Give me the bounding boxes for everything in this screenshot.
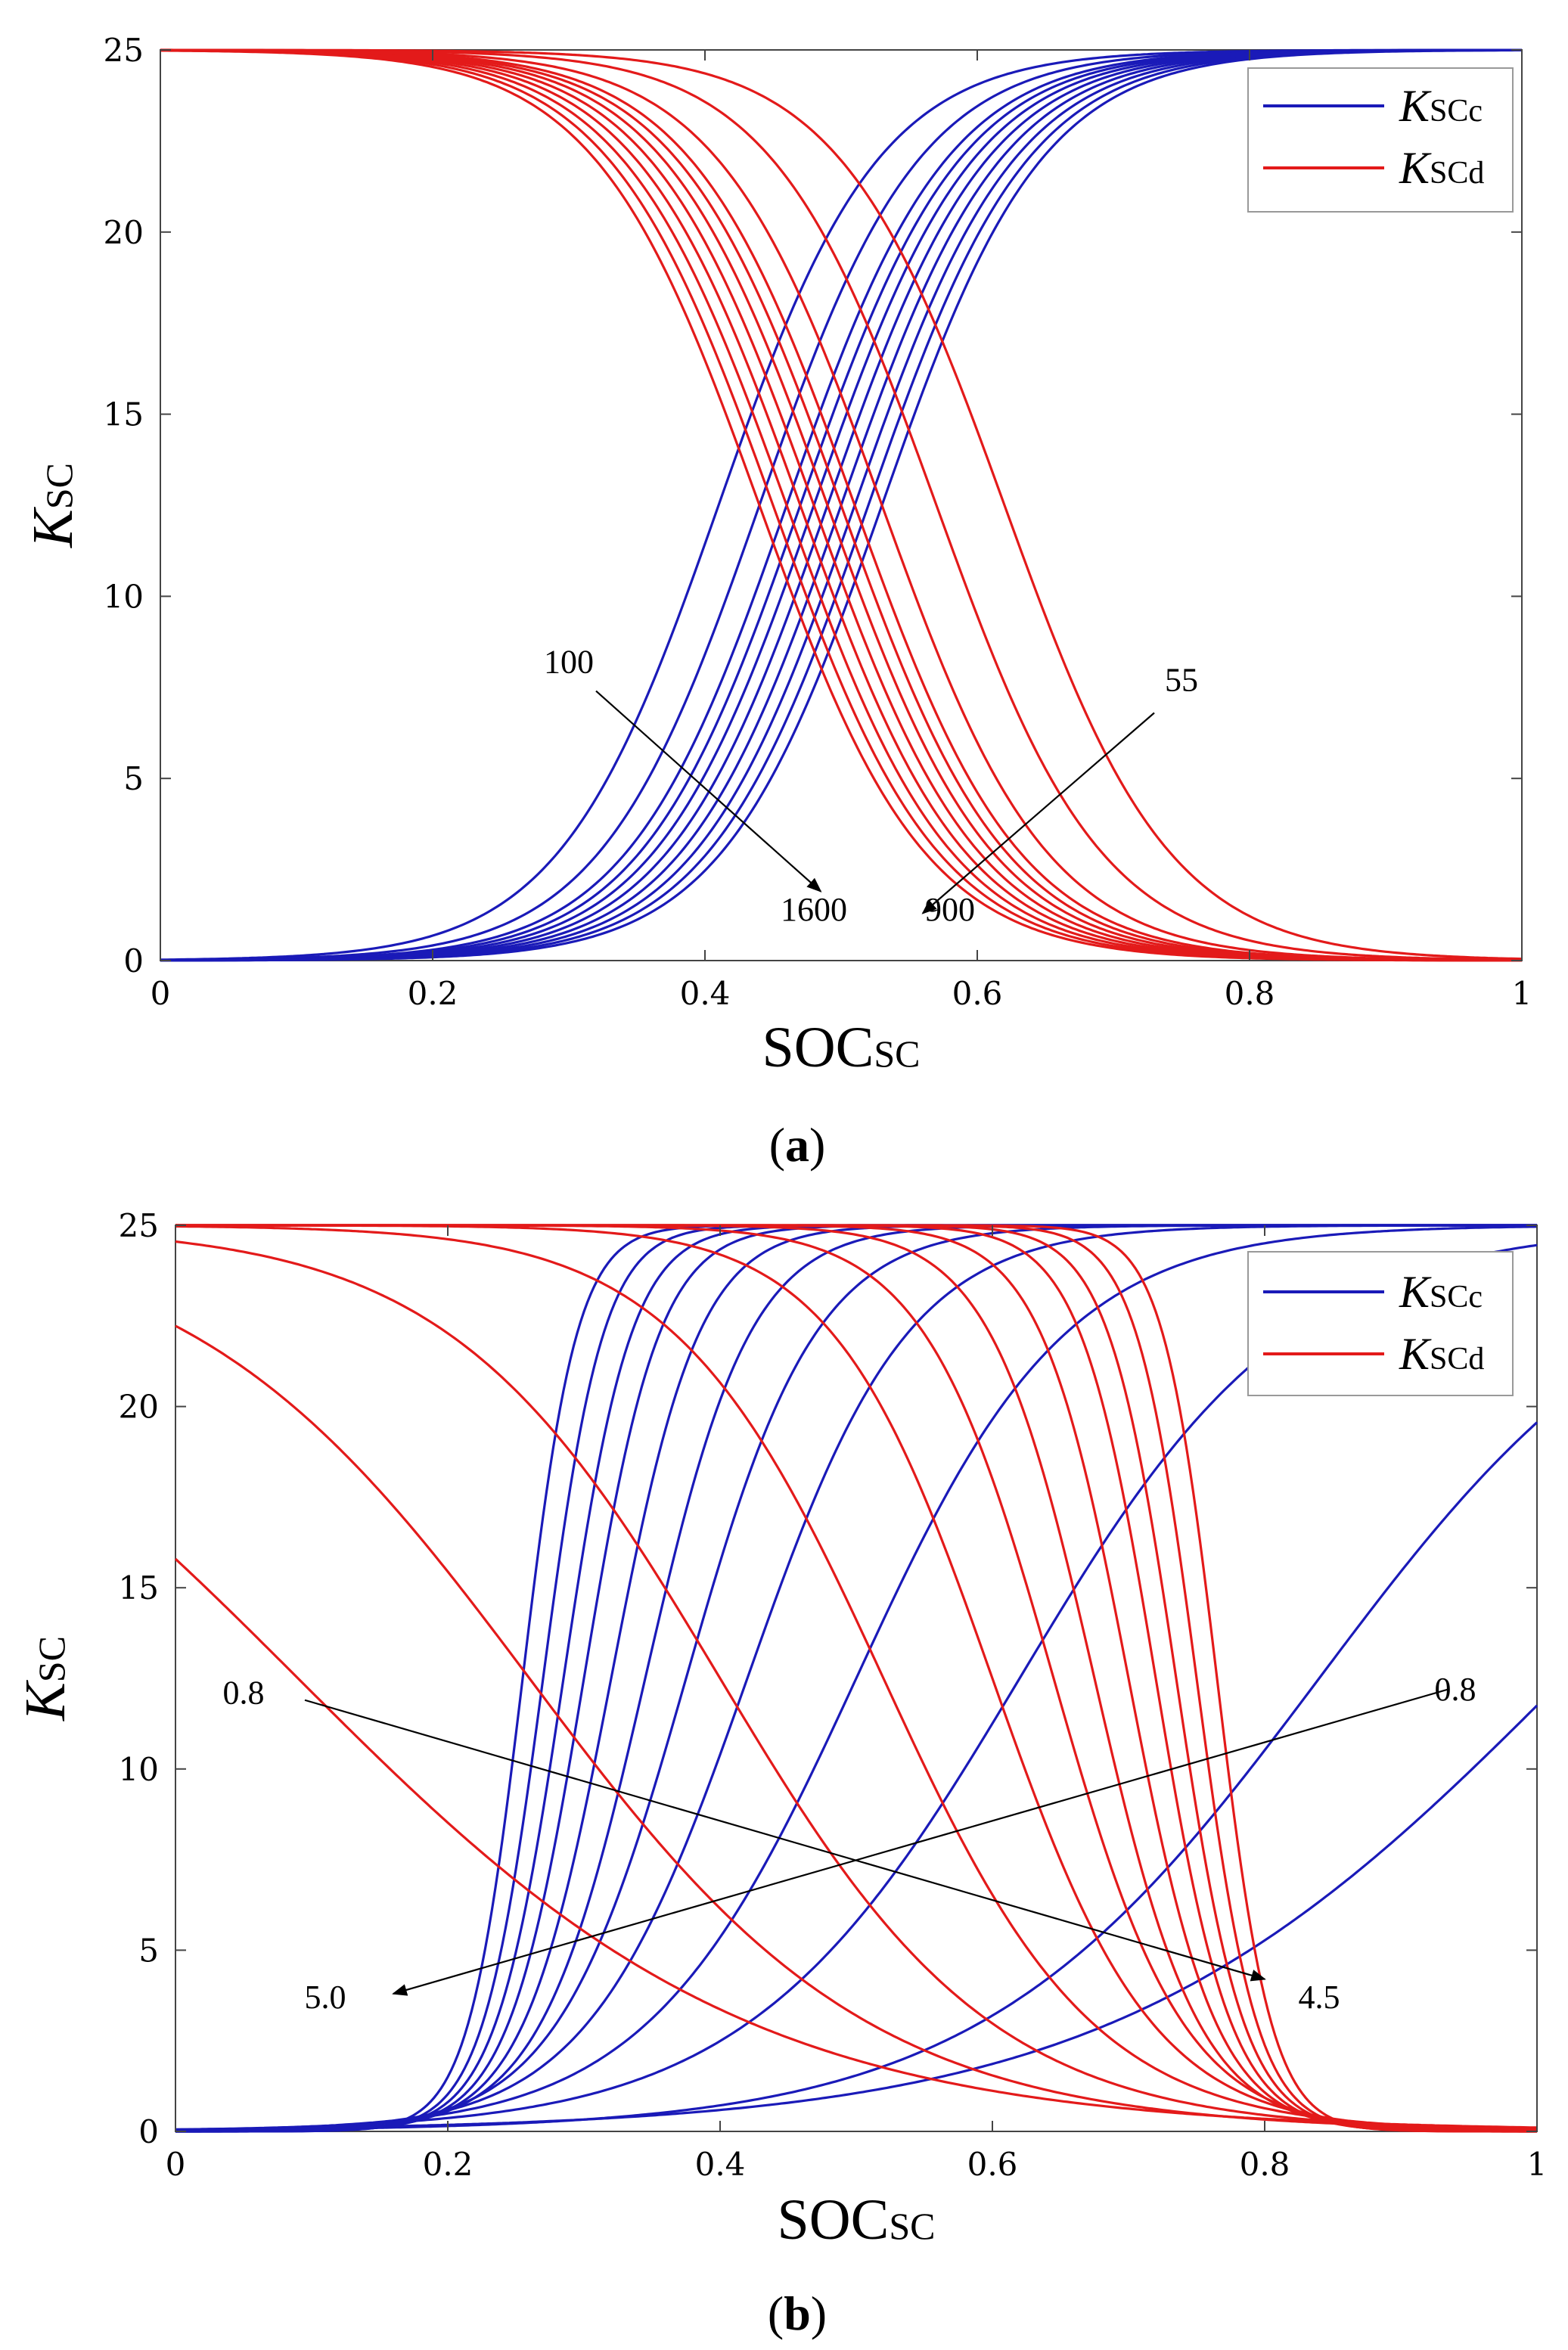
x-axis-label: SOCSC	[777, 2188, 935, 2252]
kscc-curve-11	[175, 1421, 1539, 2132]
x-tick-label: 0.2	[423, 2146, 474, 2183]
x-tick-label: 0.8	[1240, 2146, 1290, 2183]
x-tick-label: 1	[1512, 975, 1532, 1012]
legend-label-kscc: KSCc	[1399, 81, 1483, 131]
annotation-label: 55	[1165, 662, 1198, 699]
x-tick-label: 0.6	[952, 975, 1003, 1012]
kscc-curve-9	[175, 1225, 1538, 2131]
kscd-curve-10	[175, 1240, 1537, 2131]
panel-a-frame	[160, 49, 1523, 961]
annotation-arrow	[392, 1688, 1449, 1996]
y-tick-label: 10	[104, 578, 144, 615]
y-tick-label: 25	[119, 1207, 159, 1244]
kscd-curve-12	[174, 1557, 1538, 2129]
legend-label-kscd: KSCd	[1399, 1329, 1484, 1379]
kscc-curve-12	[175, 1704, 1539, 2131]
legend-box	[1247, 1251, 1514, 1396]
annotation-label: 900	[925, 891, 975, 928]
y-tick-label: 25	[104, 32, 144, 69]
y-tick-label: 20	[119, 1389, 159, 1426]
panel-a-legend: KSCc KSCd	[1247, 67, 1514, 213]
annotation-label: 1600	[781, 891, 847, 928]
annotation-arrow	[595, 690, 822, 893]
kscd-curve-9	[175, 1225, 1538, 2131]
x-tick-label: 1	[1527, 2146, 1548, 2183]
y-tick-label: 20	[104, 214, 144, 251]
x-tick-label: 0	[151, 975, 171, 1012]
panel-a-curves	[160, 48, 1523, 962]
y-tick-label: 5	[138, 1932, 159, 1969]
x-tick-label: 0.6	[967, 2146, 1018, 2183]
annotation-label: 100	[544, 644, 594, 681]
x-tick-label: 0.8	[1225, 975, 1275, 1012]
annotation-label: 0.8	[223, 1675, 265, 1712]
y-axis-label: KSC	[21, 463, 85, 548]
y-tick-label: 0	[123, 942, 144, 979]
kscd-curve-8	[175, 1224, 1538, 2132]
panel-b-curves	[174, 1224, 1539, 2133]
y-tick-label: 0	[138, 2113, 159, 2150]
x-tick-label: 0.2	[408, 975, 458, 1012]
panel-a-caption: (a)	[769, 1118, 826, 1172]
annotation-label: 5.0	[305, 1979, 346, 2016]
panel-a-annotations: 100 1600 55 900	[544, 644, 1198, 928]
y-tick-label: 5	[123, 760, 144, 797]
legend-label-kscc: KSCc	[1399, 1267, 1483, 1317]
panel-b-annotations: 0.8 4.5 0.8 5.0	[223, 1671, 1476, 2016]
panel-b-legend: KSCc KSCd	[1247, 1251, 1514, 1396]
kscd-curve-11	[160, 48, 1523, 961]
annotation-label: 4.5	[1299, 1979, 1340, 2016]
annotation-arrow	[304, 1699, 1266, 1982]
annotation-arrow	[921, 712, 1155, 914]
y-tick-label: 15	[119, 1569, 159, 1607]
x-axis-label: SOCSC	[762, 1016, 920, 1079]
panel-b-caption: (b)	[768, 2286, 827, 2340]
legend-label-kscd: KSCd	[1399, 143, 1484, 193]
x-tick-label: 0.4	[695, 2146, 746, 2183]
x-tick-label: 0.4	[680, 975, 731, 1012]
annotation-label: 0.8	[1435, 1671, 1476, 1708]
legend-box	[1247, 67, 1514, 213]
y-tick-label: 10	[119, 1751, 159, 1788]
y-tick-label: 15	[104, 396, 144, 433]
x-tick-label: 0	[166, 2146, 186, 2183]
y-axis-label: KSC	[14, 1636, 77, 1721]
kscd-curve-11	[175, 1324, 1538, 2131]
